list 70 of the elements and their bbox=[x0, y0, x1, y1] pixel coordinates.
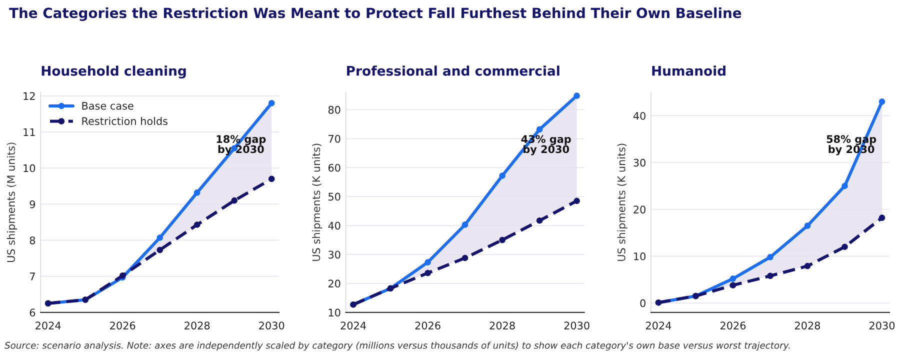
y-tick-label: 30 bbox=[634, 158, 646, 167]
y-tick-label: 70 bbox=[328, 134, 340, 143]
y-tick-label: 7 bbox=[30, 272, 35, 280]
point bbox=[730, 282, 736, 288]
point bbox=[156, 246, 163, 254]
y-tick-label: 10 bbox=[328, 308, 340, 317]
y-tick-label: 0 bbox=[640, 299, 646, 308]
x-tick-label: 2028 bbox=[795, 322, 820, 330]
y-axis-title: US shipments (K units) bbox=[312, 144, 322, 261]
x-tick-label: 2026 bbox=[720, 322, 746, 330]
point bbox=[536, 217, 543, 224]
point bbox=[156, 234, 163, 241]
legend-label: Restriction holds bbox=[82, 116, 168, 126]
point bbox=[574, 198, 580, 204]
y-axis-title: US shipments (K units) bbox=[617, 144, 628, 261]
point bbox=[231, 197, 238, 204]
point bbox=[462, 254, 468, 262]
point bbox=[730, 276, 736, 282]
x-tick-label: 2028 bbox=[184, 322, 210, 330]
y-tick-label: 10 bbox=[24, 164, 36, 172]
y-tick-label: 30 bbox=[328, 250, 340, 259]
legend-label: Base case bbox=[82, 102, 134, 110]
point bbox=[268, 100, 275, 106]
point bbox=[499, 172, 506, 179]
chart-title: Household cleaning bbox=[42, 66, 186, 78]
annotation: 18% gap by 2030 bbox=[216, 135, 266, 156]
y-tick-label: 40 bbox=[633, 112, 646, 120]
x-tick-label: 2030 bbox=[259, 322, 284, 330]
y-tick-label: 8 bbox=[30, 236, 36, 244]
point bbox=[194, 189, 200, 196]
y-tick-label: 10 bbox=[634, 252, 646, 260]
x-tick-label: 2026 bbox=[415, 322, 440, 330]
y-tick-label: 6 bbox=[30, 308, 36, 317]
y-tick-label: 40 bbox=[328, 222, 340, 230]
x-tick-label: 2024 bbox=[646, 322, 672, 330]
point bbox=[499, 236, 506, 244]
point bbox=[194, 222, 200, 228]
point bbox=[536, 126, 543, 132]
point bbox=[424, 270, 431, 276]
y-tick-label: 11 bbox=[24, 128, 35, 136]
point bbox=[878, 214, 886, 221]
source-note: Source: scenario analysis. Note: axes are independently scaled by category (millions versus thousands of units) to show each category's own base versus worst trajectory. bbox=[4, 342, 790, 351]
y-tick-label: 80 bbox=[328, 106, 340, 114]
y-axis-title: US shipments (M units) bbox=[6, 142, 17, 262]
point bbox=[268, 176, 275, 182]
point bbox=[804, 222, 811, 229]
chart-title: Humanoid bbox=[652, 66, 726, 76]
x-tick-label: 2024 bbox=[36, 322, 61, 330]
y-tick-label: 20 bbox=[328, 280, 340, 288]
point bbox=[424, 259, 431, 266]
chart-title: Professional and commercial bbox=[347, 66, 560, 76]
point bbox=[767, 254, 774, 260]
text: The Categories the Restriction Was Meant to Protect Fall Furthest Behind Their Own Baseline bbox=[9, 7, 742, 21]
point bbox=[767, 272, 774, 279]
y-tick-label: 20 bbox=[634, 206, 646, 214]
x-tick-label: 2028 bbox=[490, 322, 515, 330]
point bbox=[804, 262, 811, 270]
x-tick-label: 2024 bbox=[340, 322, 366, 330]
y-tick-label: 9 bbox=[30, 200, 36, 208]
point bbox=[842, 244, 848, 250]
y-tick-label: 60 bbox=[328, 164, 340, 172]
y-tick-label: 12 bbox=[24, 92, 35, 100]
x-tick-label: 2030 bbox=[564, 322, 590, 330]
point bbox=[878, 98, 886, 105]
point bbox=[842, 182, 848, 190]
y-tick-label: 50 bbox=[328, 192, 340, 201]
point bbox=[462, 222, 468, 228]
point bbox=[574, 92, 580, 99]
x-tick-label: 2030 bbox=[870, 322, 895, 330]
x-tick-label: 2026 bbox=[110, 322, 136, 330]
